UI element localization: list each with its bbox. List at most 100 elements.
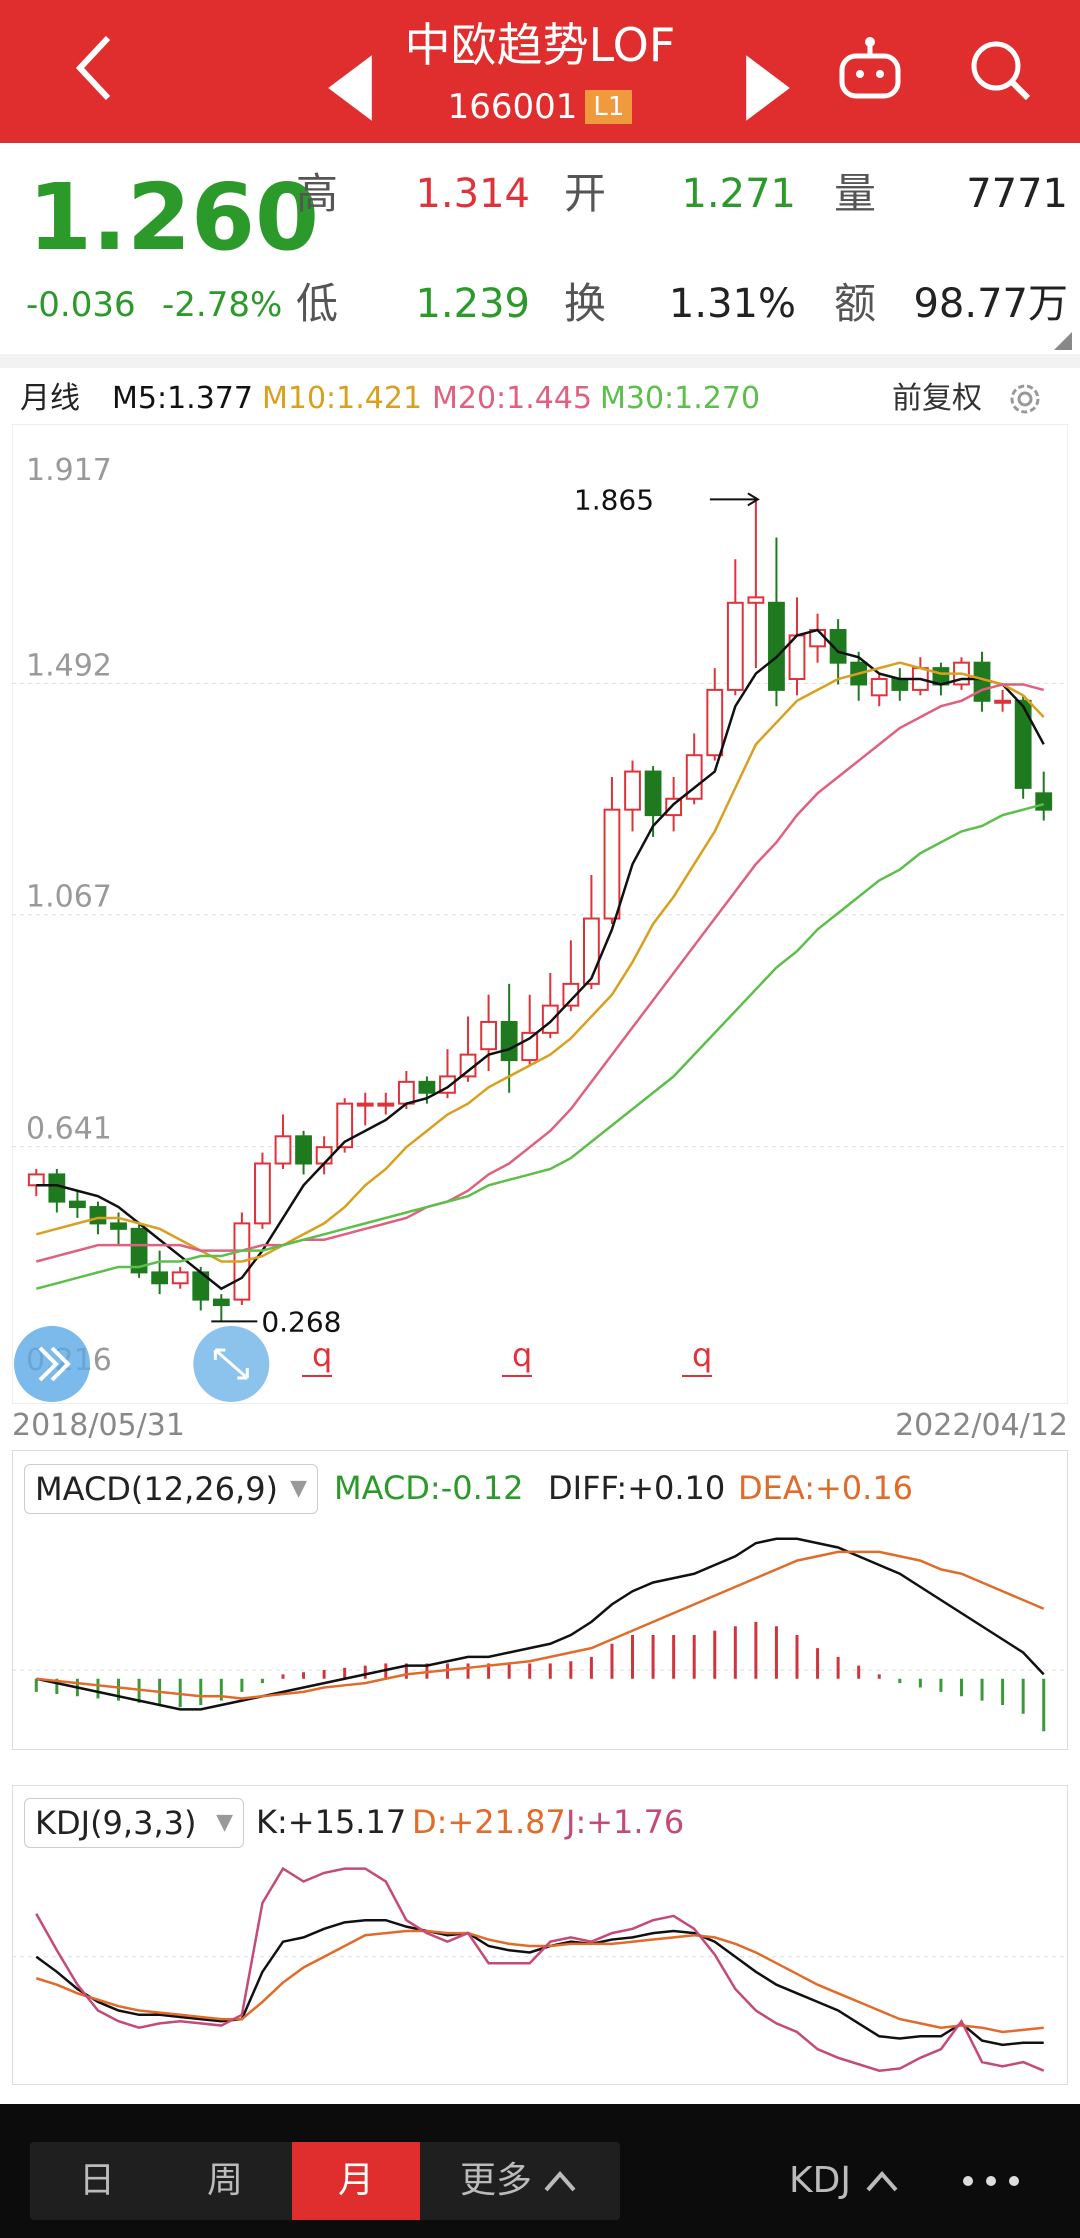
chevron-left-icon[interactable] xyxy=(58,28,138,108)
current-price: 1.260 xyxy=(28,164,320,271)
candle-body xyxy=(336,1102,354,1149)
kdj-line-j xyxy=(35,1866,1045,2072)
period-label: 月线 xyxy=(20,381,80,416)
caret-down-icon: ▼ xyxy=(290,1476,307,1501)
price-change-percent: -2.78% xyxy=(162,285,283,325)
y-tick-label: 1.917 xyxy=(26,453,112,488)
more-icon[interactable] xyxy=(956,2164,1026,2198)
high-label: 高 xyxy=(296,169,339,218)
candle-body xyxy=(377,1102,395,1107)
m10-value: M10:1.421 xyxy=(262,381,423,416)
candle-body xyxy=(315,1146,333,1165)
x-end-date: 2022/04/12 xyxy=(895,1408,1068,1443)
x-start-date: 2018/05/31 xyxy=(12,1408,185,1443)
kdj-selector-label: KDJ(9,3,3) xyxy=(35,1804,197,1842)
macd-value: MACD:-0.12 xyxy=(334,1469,524,1507)
candle-body xyxy=(582,917,600,985)
kdj-selector[interactable]: KDJ(9,3,3) ▼ xyxy=(24,1798,244,1848)
ma-line-m20 xyxy=(35,683,1045,1263)
candle-body xyxy=(27,1173,45,1187)
candle-body xyxy=(973,661,991,702)
candle-body xyxy=(726,601,744,691)
tab-week[interactable]: 周 xyxy=(206,2160,243,2201)
turnover-label: 换 xyxy=(564,279,607,328)
k-value: K:+15.17 xyxy=(256,1803,407,1841)
candle-body xyxy=(254,1162,271,1225)
tab-day[interactable]: 日 xyxy=(78,2160,115,2201)
candle-body xyxy=(685,754,703,800)
tab-more[interactable]: 更多 xyxy=(459,2160,532,2201)
fund-code-row: 166001 L1 xyxy=(240,84,840,130)
ma-line-m10 xyxy=(35,661,1045,1263)
robot-icon[interactable] xyxy=(830,30,910,110)
candle-body xyxy=(1035,792,1053,811)
volume-value: 7771 xyxy=(966,171,1068,217)
quote-panel xyxy=(0,143,1080,353)
corner-indicator xyxy=(1054,332,1072,350)
candle-body xyxy=(356,1102,374,1107)
kdj-chart xyxy=(12,1866,1068,2072)
candle-body xyxy=(110,1222,127,1230)
candle-body xyxy=(829,629,847,664)
candle-body xyxy=(295,1135,312,1165)
kdj-line-k xyxy=(35,1918,1044,2047)
price-change: -0.036 xyxy=(26,285,136,325)
kdj-line-d xyxy=(35,1929,1044,2034)
adjust-toggle[interactable]: 前复权 xyxy=(892,381,982,416)
low-label: 低 xyxy=(296,279,339,328)
chevron-up-icon[interactable] xyxy=(864,2166,900,2196)
candle-body xyxy=(562,982,580,1007)
open-value: 1.271 xyxy=(681,171,796,217)
triangle-left-icon[interactable] xyxy=(310,48,390,128)
candle-body xyxy=(706,688,724,757)
macd-panel-frame xyxy=(12,1450,1068,1750)
m5-value: M5:1.377 xyxy=(112,381,253,416)
j-value: J:+1.76 xyxy=(566,1803,685,1841)
candle-body xyxy=(68,1200,86,1209)
candle-body xyxy=(500,1020,518,1062)
expand-left-button xyxy=(14,1326,90,1402)
kdj-panel-frame xyxy=(12,1785,1068,2085)
high-value: 1.314 xyxy=(415,171,530,217)
caret-down-icon: ▼ xyxy=(216,1810,233,1835)
max-price-label: 1.865 xyxy=(574,483,654,516)
gear-icon[interactable] xyxy=(1004,378,1046,420)
open-label: 开 xyxy=(564,169,607,218)
macd-line-diff xyxy=(36,1537,1045,1711)
macd-chart xyxy=(12,1537,1068,1732)
resize-arrows-icon xyxy=(213,1348,249,1380)
candle-body xyxy=(130,1227,148,1274)
chart-frame xyxy=(12,424,1068,1404)
candle-body xyxy=(747,596,765,604)
candle-body xyxy=(212,1298,230,1307)
double-chevron-right-icon xyxy=(38,1346,71,1382)
search-icon[interactable] xyxy=(960,30,1040,110)
amount-label: 额 xyxy=(834,279,877,328)
indicator-switch[interactable]: KDJ xyxy=(789,2160,851,2201)
candle-body xyxy=(397,1080,415,1105)
ma-line-m30 xyxy=(35,803,1045,1290)
q-marker: q xyxy=(302,1336,332,1377)
y-tick-label: 1.067 xyxy=(26,880,112,915)
y-tick-label: 0.641 xyxy=(26,1112,112,1147)
macd-selector-label: MACD(12,26,9) xyxy=(35,1470,279,1508)
chevron-up-icon[interactable] xyxy=(542,2166,578,2196)
macd-selector[interactable]: MACD(12,26,9) ▼ xyxy=(24,1464,318,1514)
min-price-label: 0.268 xyxy=(261,1305,341,1338)
turnover-value: 1.31% xyxy=(668,281,796,327)
q-marker-letter: q xyxy=(692,1336,712,1374)
level-badge: L1 xyxy=(585,90,633,124)
low-value: 1.239 xyxy=(415,281,530,327)
candle-body xyxy=(541,1004,559,1034)
divider xyxy=(0,354,1080,368)
candle-body xyxy=(418,1080,436,1094)
candle-body xyxy=(870,678,888,697)
tab-month[interactable]: 月 xyxy=(292,2142,420,2220)
page-title: 中欧趋势LOF xyxy=(404,18,676,72)
candle-body xyxy=(480,1020,498,1051)
candle-body xyxy=(1014,699,1032,789)
diff-value: DIFF:+0.10 xyxy=(548,1469,726,1507)
d-value: D:+21.87 xyxy=(412,1803,566,1841)
triangle-right-icon[interactable] xyxy=(728,48,808,128)
